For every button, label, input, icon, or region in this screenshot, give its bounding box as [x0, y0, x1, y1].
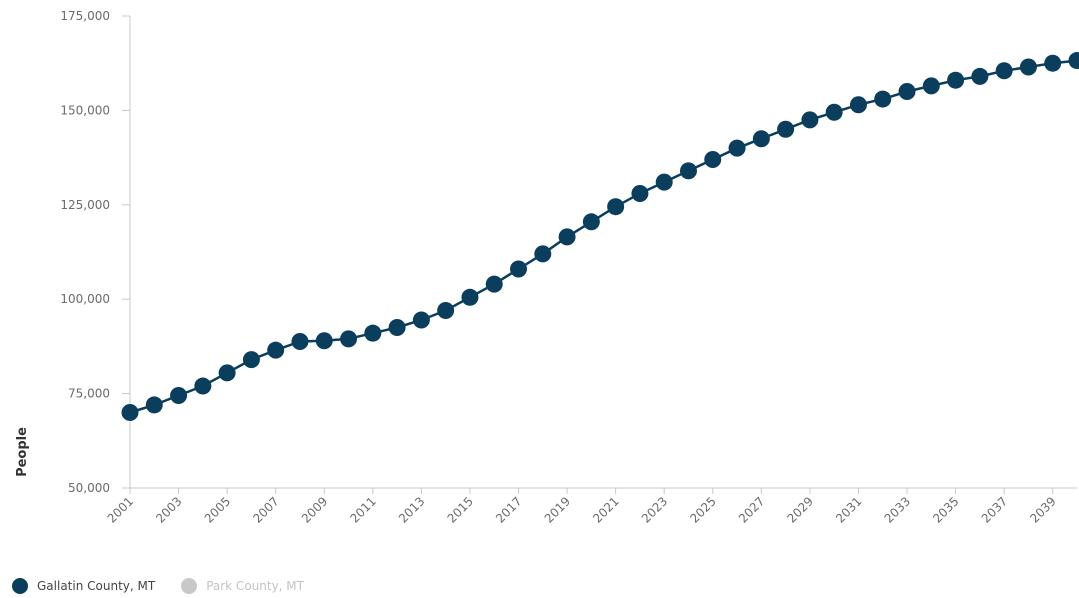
data-point[interactable]: [777, 120, 795, 138]
x-tick-label: 2001: [105, 494, 136, 525]
series-line: [129, 59, 1078, 414]
y-tick-label: 50,000: [68, 481, 110, 495]
data-point[interactable]: [558, 228, 576, 246]
data-point[interactable]: [922, 77, 940, 95]
legend: Gallatin County, MT Park County, MT: [12, 578, 330, 594]
y-tick-label: 150,000: [60, 103, 110, 117]
data-point[interactable]: [461, 288, 479, 306]
data-point[interactable]: [631, 184, 649, 202]
x-tick-label: 2007: [250, 494, 281, 525]
data-point[interactable]: [485, 275, 503, 293]
x-tick-label: 2017: [493, 494, 524, 525]
data-point[interactable]: [437, 302, 455, 320]
x-tick-label: 2027: [736, 494, 767, 525]
line-chart: 50,000 75,000 100,000 125,000 150,000 175,000…: [15, 9, 1079, 526]
x-tick-label: 2021: [590, 494, 621, 525]
x-tick-label: 2019: [542, 494, 573, 525]
x-tick-label: 2035: [930, 494, 961, 525]
data-point[interactable]: [315, 332, 333, 350]
data-point[interactable]: [388, 319, 406, 337]
legend-marker-gallatin-icon: [12, 578, 28, 594]
y-axis-ticks: 50,000 75,000 100,000 125,000 150,000 175,000: [60, 9, 130, 495]
legend-label-park: Park County, MT: [206, 579, 304, 593]
y-axis-label: People: [15, 427, 30, 477]
data-point[interactable]: [898, 83, 916, 101]
data-point[interactable]: [874, 90, 892, 108]
legend-label-gallatin: Gallatin County, MT: [37, 579, 156, 593]
data-point[interactable]: [412, 311, 430, 329]
x-tick-label: 2013: [396, 494, 427, 525]
data-point[interactable]: [728, 139, 746, 157]
data-point[interactable]: [582, 213, 600, 231]
data-point[interactable]: [194, 377, 212, 395]
data-point[interactable]: [679, 162, 697, 180]
x-tick-label: 2033: [882, 494, 913, 525]
x-tick-label: 2011: [347, 494, 378, 525]
x-tick-label: 2025: [687, 494, 718, 525]
legend-item-park-county[interactable]: Park County, MT: [181, 578, 304, 594]
data-point[interactable]: [267, 341, 285, 359]
series-layer: [121, 52, 1079, 421]
x-tick-label: 2023: [639, 494, 670, 525]
data-point[interactable]: [752, 130, 770, 148]
y-tick-label: 100,000: [60, 292, 110, 306]
data-point[interactable]: [364, 324, 382, 342]
data-point[interactable]: [947, 71, 965, 89]
x-tick-label: 2009: [299, 494, 330, 525]
data-point[interactable]: [1019, 58, 1037, 76]
x-tick-label: 2031: [833, 494, 864, 525]
data-point[interactable]: [121, 403, 139, 421]
data-point[interactable]: [655, 173, 673, 191]
data-point[interactable]: [291, 332, 309, 350]
x-tick-label: 2003: [153, 494, 184, 525]
x-tick-label: 2037: [979, 494, 1010, 525]
data-point[interactable]: [849, 96, 867, 114]
data-point[interactable]: [218, 364, 236, 382]
x-tick-label: 2015: [445, 494, 476, 525]
data-point[interactable]: [510, 260, 528, 278]
data-point[interactable]: [607, 198, 625, 216]
data-point[interactable]: [242, 351, 260, 369]
x-axis-ticks: 2001 2003 2005 2007 2009 2011 2013 2015 2017 2019…: [105, 488, 1059, 526]
legend-item-gallatin-county[interactable]: Gallatin County, MT: [12, 578, 155, 594]
data-point[interactable]: [704, 150, 722, 168]
x-tick-label: 2029: [785, 494, 816, 525]
x-tick-label: 2005: [202, 494, 233, 525]
data-point[interactable]: [801, 111, 819, 129]
legend-marker-park-icon: [181, 578, 198, 594]
y-tick-label: 125,000: [60, 198, 110, 212]
data-point[interactable]: [534, 245, 552, 263]
data-point[interactable]: [971, 67, 989, 85]
x-tick-label: 2039: [1027, 494, 1058, 525]
data-point[interactable]: [995, 62, 1013, 80]
data-point[interactable]: [145, 396, 163, 414]
data-point[interactable]: [1068, 52, 1079, 70]
data-point[interactable]: [170, 386, 188, 404]
y-tick-label: 75,000: [68, 387, 110, 401]
data-point[interactable]: [340, 330, 358, 348]
data-point[interactable]: [1044, 54, 1062, 72]
y-tick-label: 175,000: [60, 9, 110, 23]
data-point[interactable]: [825, 103, 843, 121]
